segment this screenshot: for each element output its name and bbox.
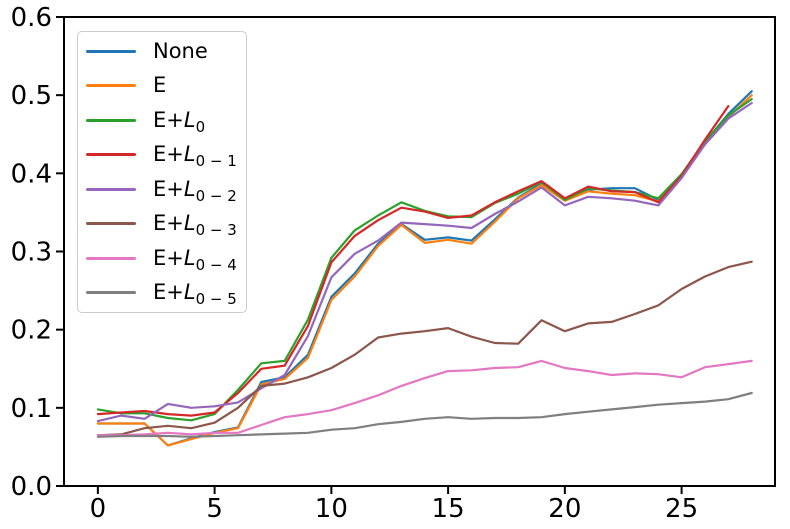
legend-box: None E E+L0 E+L0 − 1 E+L0 − 2 E+L0 − 3 E+L0 − … [77, 31, 247, 313]
series-line-e-l0-4 [96, 359, 753, 437]
legend-line-sample [86, 118, 136, 122]
legend-line-sample [86, 84, 136, 88]
y-tick-label: 0.3 [11, 238, 52, 268]
y-tick-label: 0.4 [11, 159, 52, 189]
y-tick-label: 0.5 [11, 81, 52, 111]
legend-item-e-l0-4: E+L0 − 4 [86, 245, 246, 274]
plot-border [63, 16, 776, 487]
x-tick-label: 15 [432, 494, 465, 524]
legend-item-e-l0: E+L0 [86, 107, 246, 136]
legend-line-sample [86, 49, 136, 53]
legend-label: E+L0 [153, 107, 206, 136]
legend-line-sample [86, 222, 136, 226]
legend-line-sample [86, 153, 136, 157]
legend-label: E [153, 73, 167, 98]
legend-label: E+L0 − 1 [153, 142, 237, 171]
legend-item-e: E [86, 75, 246, 96]
series-line-e-l0-3 [96, 260, 753, 437]
series-line-e-l0-5 [96, 391, 753, 438]
legend-line-sample [86, 187, 136, 191]
legend-line-sample [86, 291, 136, 295]
y-tick-label: 0.2 [11, 316, 52, 346]
series-line-e [96, 94, 753, 447]
y-tick-label: 0.0 [11, 472, 52, 502]
legend-item-e-l0-1: E+L0 − 1 [86, 142, 246, 171]
x-tick-label: 25 [665, 494, 698, 524]
y-tick-label: 0.1 [11, 394, 52, 424]
series-line-e-l0-1 [96, 104, 730, 417]
legend-item-e-l0-5: E+L0 − 5 [86, 280, 246, 309]
legend-label: E+L0 − 5 [153, 280, 237, 309]
legend-item-none: None [86, 38, 246, 63]
y-tick-label: 0.6 [11, 3, 52, 33]
legend-line-sample [86, 256, 136, 260]
x-tick-label: 10 [315, 494, 348, 524]
legend-item-e-l0-2: E+L0 − 2 [86, 176, 246, 205]
legend-label: None [153, 38, 208, 63]
legend-item-e-l0-3: E+L0 − 3 [86, 211, 246, 240]
series-line-e-l0-2 [96, 101, 753, 423]
legend-label: E+L0 − 2 [153, 176, 237, 205]
x-tick-label: 0 [90, 494, 107, 524]
x-tick-label: 20 [548, 494, 581, 524]
legend-label: E+L0 − 4 [153, 245, 237, 274]
legend-label: E+L0 − 3 [153, 211, 237, 240]
x-tick-label: 5 [206, 494, 223, 524]
